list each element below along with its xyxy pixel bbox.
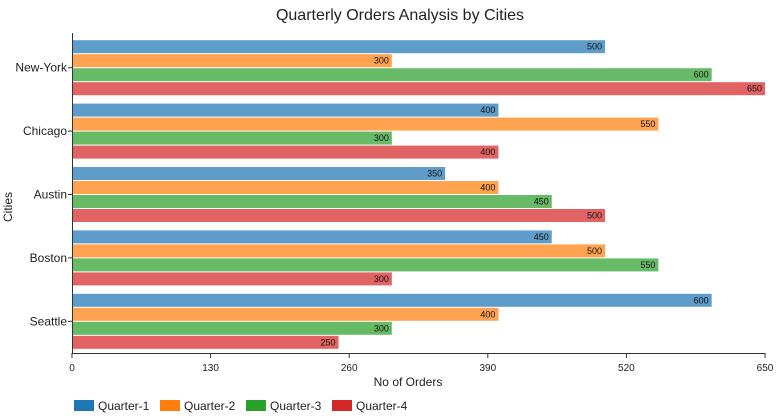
legend-label: Quarter-3 (270, 399, 322, 413)
data-label: 300 (374, 133, 389, 143)
data-label: 400 (480, 309, 495, 319)
category-label: Boston (30, 251, 67, 265)
x-tick-label: 130 (202, 363, 219, 374)
legend-swatch (246, 400, 266, 411)
legend-label: Quarter-4 (356, 399, 408, 413)
data-label: 600 (694, 295, 709, 305)
category-label: New-York (15, 61, 68, 75)
legend-swatch (160, 400, 180, 411)
data-label: 650 (747, 84, 762, 94)
x-tick-label: 260 (341, 363, 358, 374)
x-tick-label: 520 (618, 363, 635, 374)
data-label: 550 (640, 119, 655, 129)
x-tick-label: 390 (479, 363, 496, 374)
data-label: 300 (374, 274, 389, 284)
data-label: 500 (587, 246, 602, 256)
bar-new-york-quarter-3 (72, 68, 712, 82)
data-label: 400 (480, 147, 495, 157)
data-label: 350 (427, 169, 442, 179)
x-axis-title: No of Orders (374, 375, 443, 389)
bar-chicago-quarter-1 (72, 103, 499, 117)
bar-boston-quarter-2 (72, 244, 606, 258)
bar-austin-quarter-3 (72, 195, 552, 208)
bar-chicago-quarter-4 (72, 145, 499, 159)
legend: Quarter-1 Quarter-2 Quarter-3 Quarter-4 (74, 399, 408, 413)
legend-swatch (74, 400, 94, 411)
legend-swatch (332, 400, 352, 411)
category-label: Seattle (30, 314, 68, 328)
ticks-layer: 0 130 260 390 520 650 (69, 353, 774, 374)
bar-new-york-quarter-1 (72, 40, 606, 54)
data-label: 600 (694, 70, 709, 80)
bar-new-york-quarter-2 (72, 54, 392, 68)
data-label: 500 (587, 211, 602, 221)
legend-label: Quarter-1 (98, 399, 150, 413)
category-labels: New-York Chicago Austin Boston Seattle (15, 61, 72, 328)
data-label: 400 (480, 183, 495, 193)
bar-chicago-quarter-3 (72, 131, 392, 145)
legend-label: Quarter-2 (184, 399, 236, 413)
category-label: Chicago (23, 124, 67, 138)
category-label: Austin (34, 188, 67, 202)
data-label: 450 (534, 197, 549, 207)
x-tick-label: 0 (69, 363, 75, 374)
bar-seattle-quarter-4 (72, 335, 339, 349)
bar-new-york-quarter-4 (72, 82, 765, 96)
y-axis-title: Cities (1, 192, 15, 222)
bar-boston-quarter-3 (72, 258, 659, 272)
data-label: 400 (480, 105, 495, 115)
data-label: 500 (587, 42, 602, 52)
bar-chicago-quarter-2 (72, 117, 659, 131)
bar-austin-quarter-4 (72, 209, 606, 222)
data-label: 250 (321, 337, 336, 347)
bar-boston-quarter-4 (72, 272, 392, 286)
bar-boston-quarter-1 (72, 230, 552, 244)
data-label: 450 (534, 232, 549, 242)
bar-austin-quarter-1 (72, 167, 446, 180)
bar-austin-quarter-2 (72, 181, 499, 194)
bar-seattle-quarter-3 (72, 321, 392, 335)
bar-seattle-quarter-1 (72, 293, 712, 307)
axes-layer (72, 33, 765, 354)
data-label: 300 (374, 56, 389, 66)
data-label: 300 (374, 323, 389, 333)
chart-title: Quarterly Orders Analysis by Cities (276, 7, 524, 24)
bars-layer: 500 300 600 650 400 550 300 400 350 400 450 500 450 5… (72, 40, 765, 349)
data-label: 550 (640, 260, 655, 270)
bar-seattle-quarter-2 (72, 307, 499, 321)
x-tick-label: 650 (757, 363, 774, 374)
